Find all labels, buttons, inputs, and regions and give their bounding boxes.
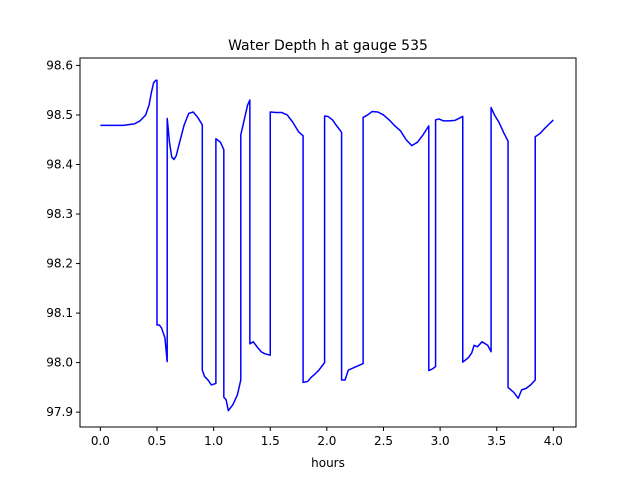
plot-background <box>80 58 576 427</box>
x-tick-label: 1.5 <box>261 434 280 448</box>
y-axis: 97.9 98.0 98.1 98.2 98.3 98.4 98.5 98.6 <box>46 58 80 419</box>
x-tick-label: 4.0 <box>544 434 563 448</box>
plot-area <box>79 57 577 428</box>
x-tick-label: 2.0 <box>317 434 336 448</box>
y-tick-label: 98.5 <box>46 108 73 122</box>
x-axis: 0.0 0.5 1.0 1.5 2.0 2.5 3.0 3.5 4.0 <box>91 427 563 448</box>
plot-frame <box>79 57 577 428</box>
y-tick-label: 98.4 <box>46 157 73 171</box>
x-tick-label: 0.5 <box>147 434 166 448</box>
y-tick-label: 98.1 <box>46 306 73 320</box>
x-axis-label: hours <box>311 456 345 470</box>
y-tick-label: 98.0 <box>46 356 73 370</box>
series-line-water-depth <box>100 79 554 412</box>
x-tick-label: 0.0 <box>91 434 110 448</box>
x-tick-label: 3.5 <box>487 434 506 448</box>
y-tick-label: 98.6 <box>46 58 73 72</box>
y-tick-label: 98.2 <box>46 257 73 271</box>
x-tick-label: 2.5 <box>374 434 393 448</box>
chart-title: Water Depth h at gauge 535 <box>228 38 428 54</box>
y-tick-label: 98.3 <box>46 207 73 221</box>
x-tick-label: 1.0 <box>204 434 223 448</box>
y-tick-label: 97.9 <box>46 405 73 419</box>
x-tick-label: 3.0 <box>431 434 450 448</box>
